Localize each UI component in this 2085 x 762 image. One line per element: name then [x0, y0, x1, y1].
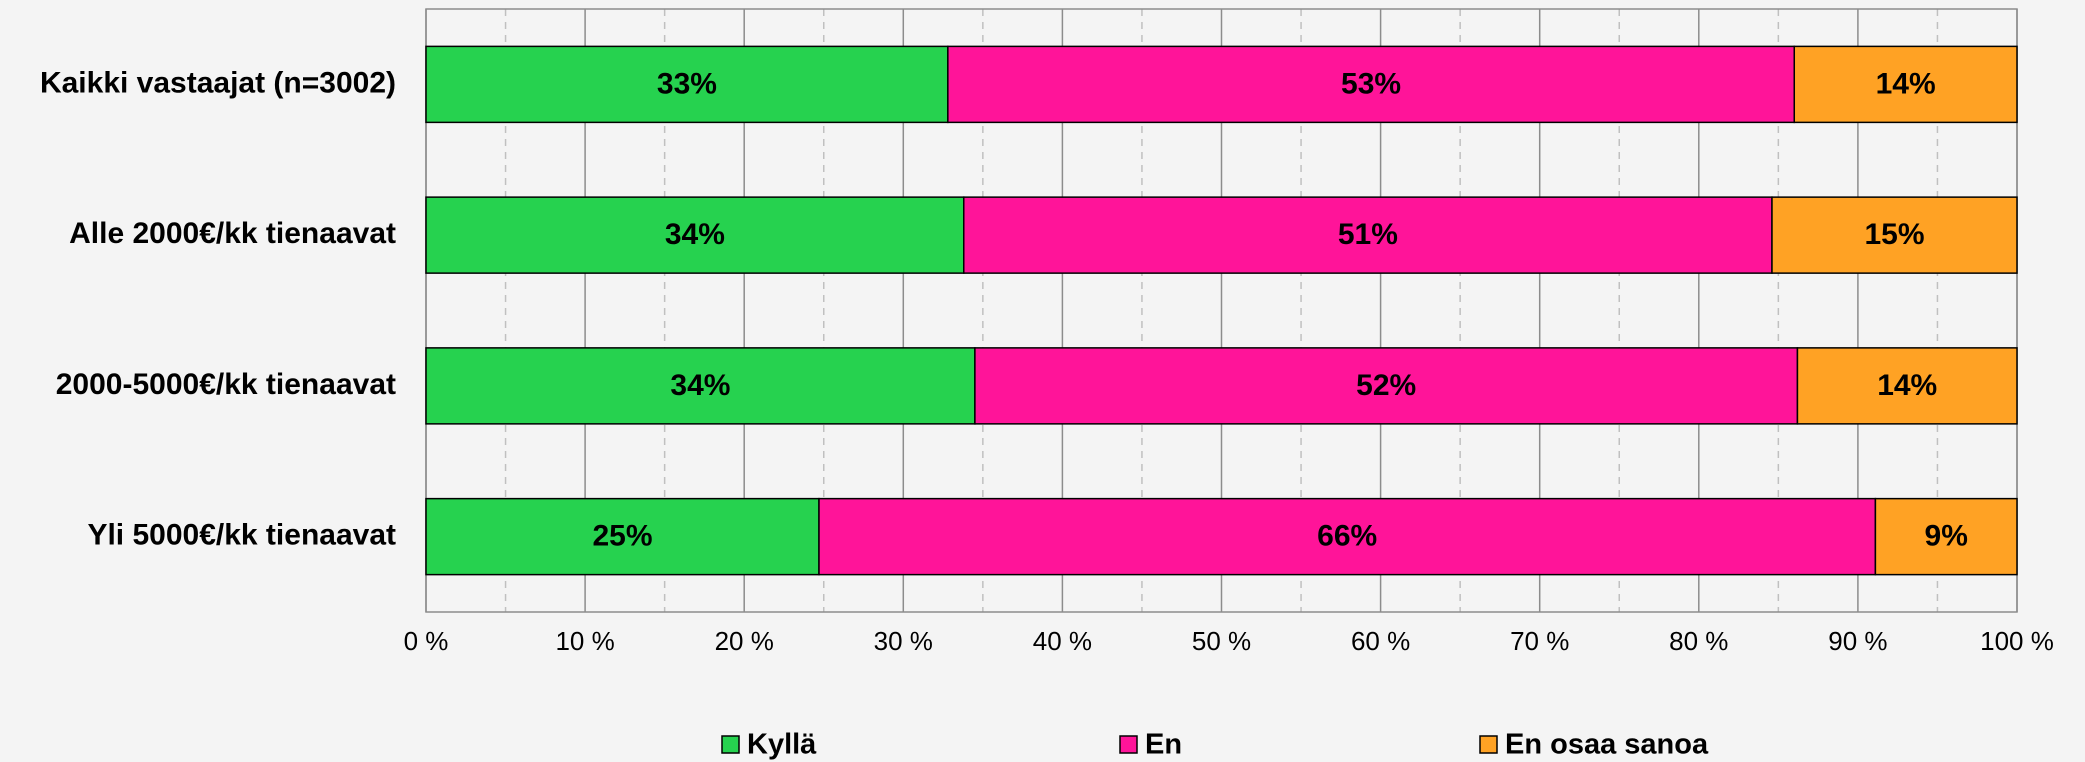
x-tick-label: 70 %	[1510, 626, 1569, 656]
bar-segment	[425, 347, 976, 425]
legend-label: En	[1145, 729, 1182, 761]
data-label: 14%	[1877, 369, 1937, 402]
x-tick-label: 50 %	[1192, 626, 1251, 656]
bar-segment	[1771, 196, 2018, 274]
data-label: 15%	[1864, 218, 1924, 251]
bar-segment	[947, 45, 1796, 124]
y-tick-label: Alle 2000€/kk tienaavat	[69, 217, 396, 250]
data-label: 9%	[1925, 520, 1968, 553]
bar-segment	[425, 196, 965, 274]
legend-swatch	[721, 735, 740, 754]
x-tick-label: 80 %	[1669, 626, 1728, 656]
y-tick-label: Yli 5000€/kk tienaavat	[87, 519, 396, 552]
bar-segment	[425, 497, 820, 576]
data-label: 51%	[1338, 218, 1398, 251]
bar-segment	[974, 347, 1799, 425]
data-label: 14%	[1876, 67, 1936, 100]
plot-border	[425, 8, 2018, 613]
bar-segment	[1796, 347, 2018, 425]
y-tick-label: Kaikki vastaajat (n=3002)	[40, 66, 396, 99]
data-label: 34%	[665, 218, 725, 251]
x-tick-label: 20 %	[715, 626, 774, 656]
bar-segment	[818, 497, 1877, 576]
data-label: 53%	[1341, 67, 1401, 100]
x-tick-label: 60 %	[1351, 626, 1410, 656]
legend-label: En osaa sanoa	[1505, 729, 1709, 761]
data-label: 33%	[657, 67, 717, 100]
x-tick-label: 10 %	[555, 626, 614, 656]
data-label: 25%	[592, 520, 652, 553]
legend-swatch	[1479, 735, 1498, 754]
x-tick-label: 90 %	[1828, 626, 1887, 656]
bar-segment	[1793, 45, 2018, 124]
x-tick-label: 100 %	[1980, 626, 2054, 656]
legend-swatch	[1119, 735, 1138, 754]
legend-label: Kyllä	[747, 729, 817, 761]
data-label: 34%	[670, 369, 730, 402]
bar-segment	[1874, 497, 2018, 576]
data-label: 52%	[1356, 369, 1416, 402]
x-tick-label: 0 %	[404, 626, 449, 656]
bar-segment	[425, 45, 949, 124]
data-label: 66%	[1317, 520, 1377, 553]
x-tick-label: 30 %	[874, 626, 933, 656]
y-tick-label: 2000-5000€/kk tienaavat	[56, 368, 396, 401]
x-tick-label: 40 %	[1033, 626, 1092, 656]
bar-segment	[963, 196, 1773, 274]
